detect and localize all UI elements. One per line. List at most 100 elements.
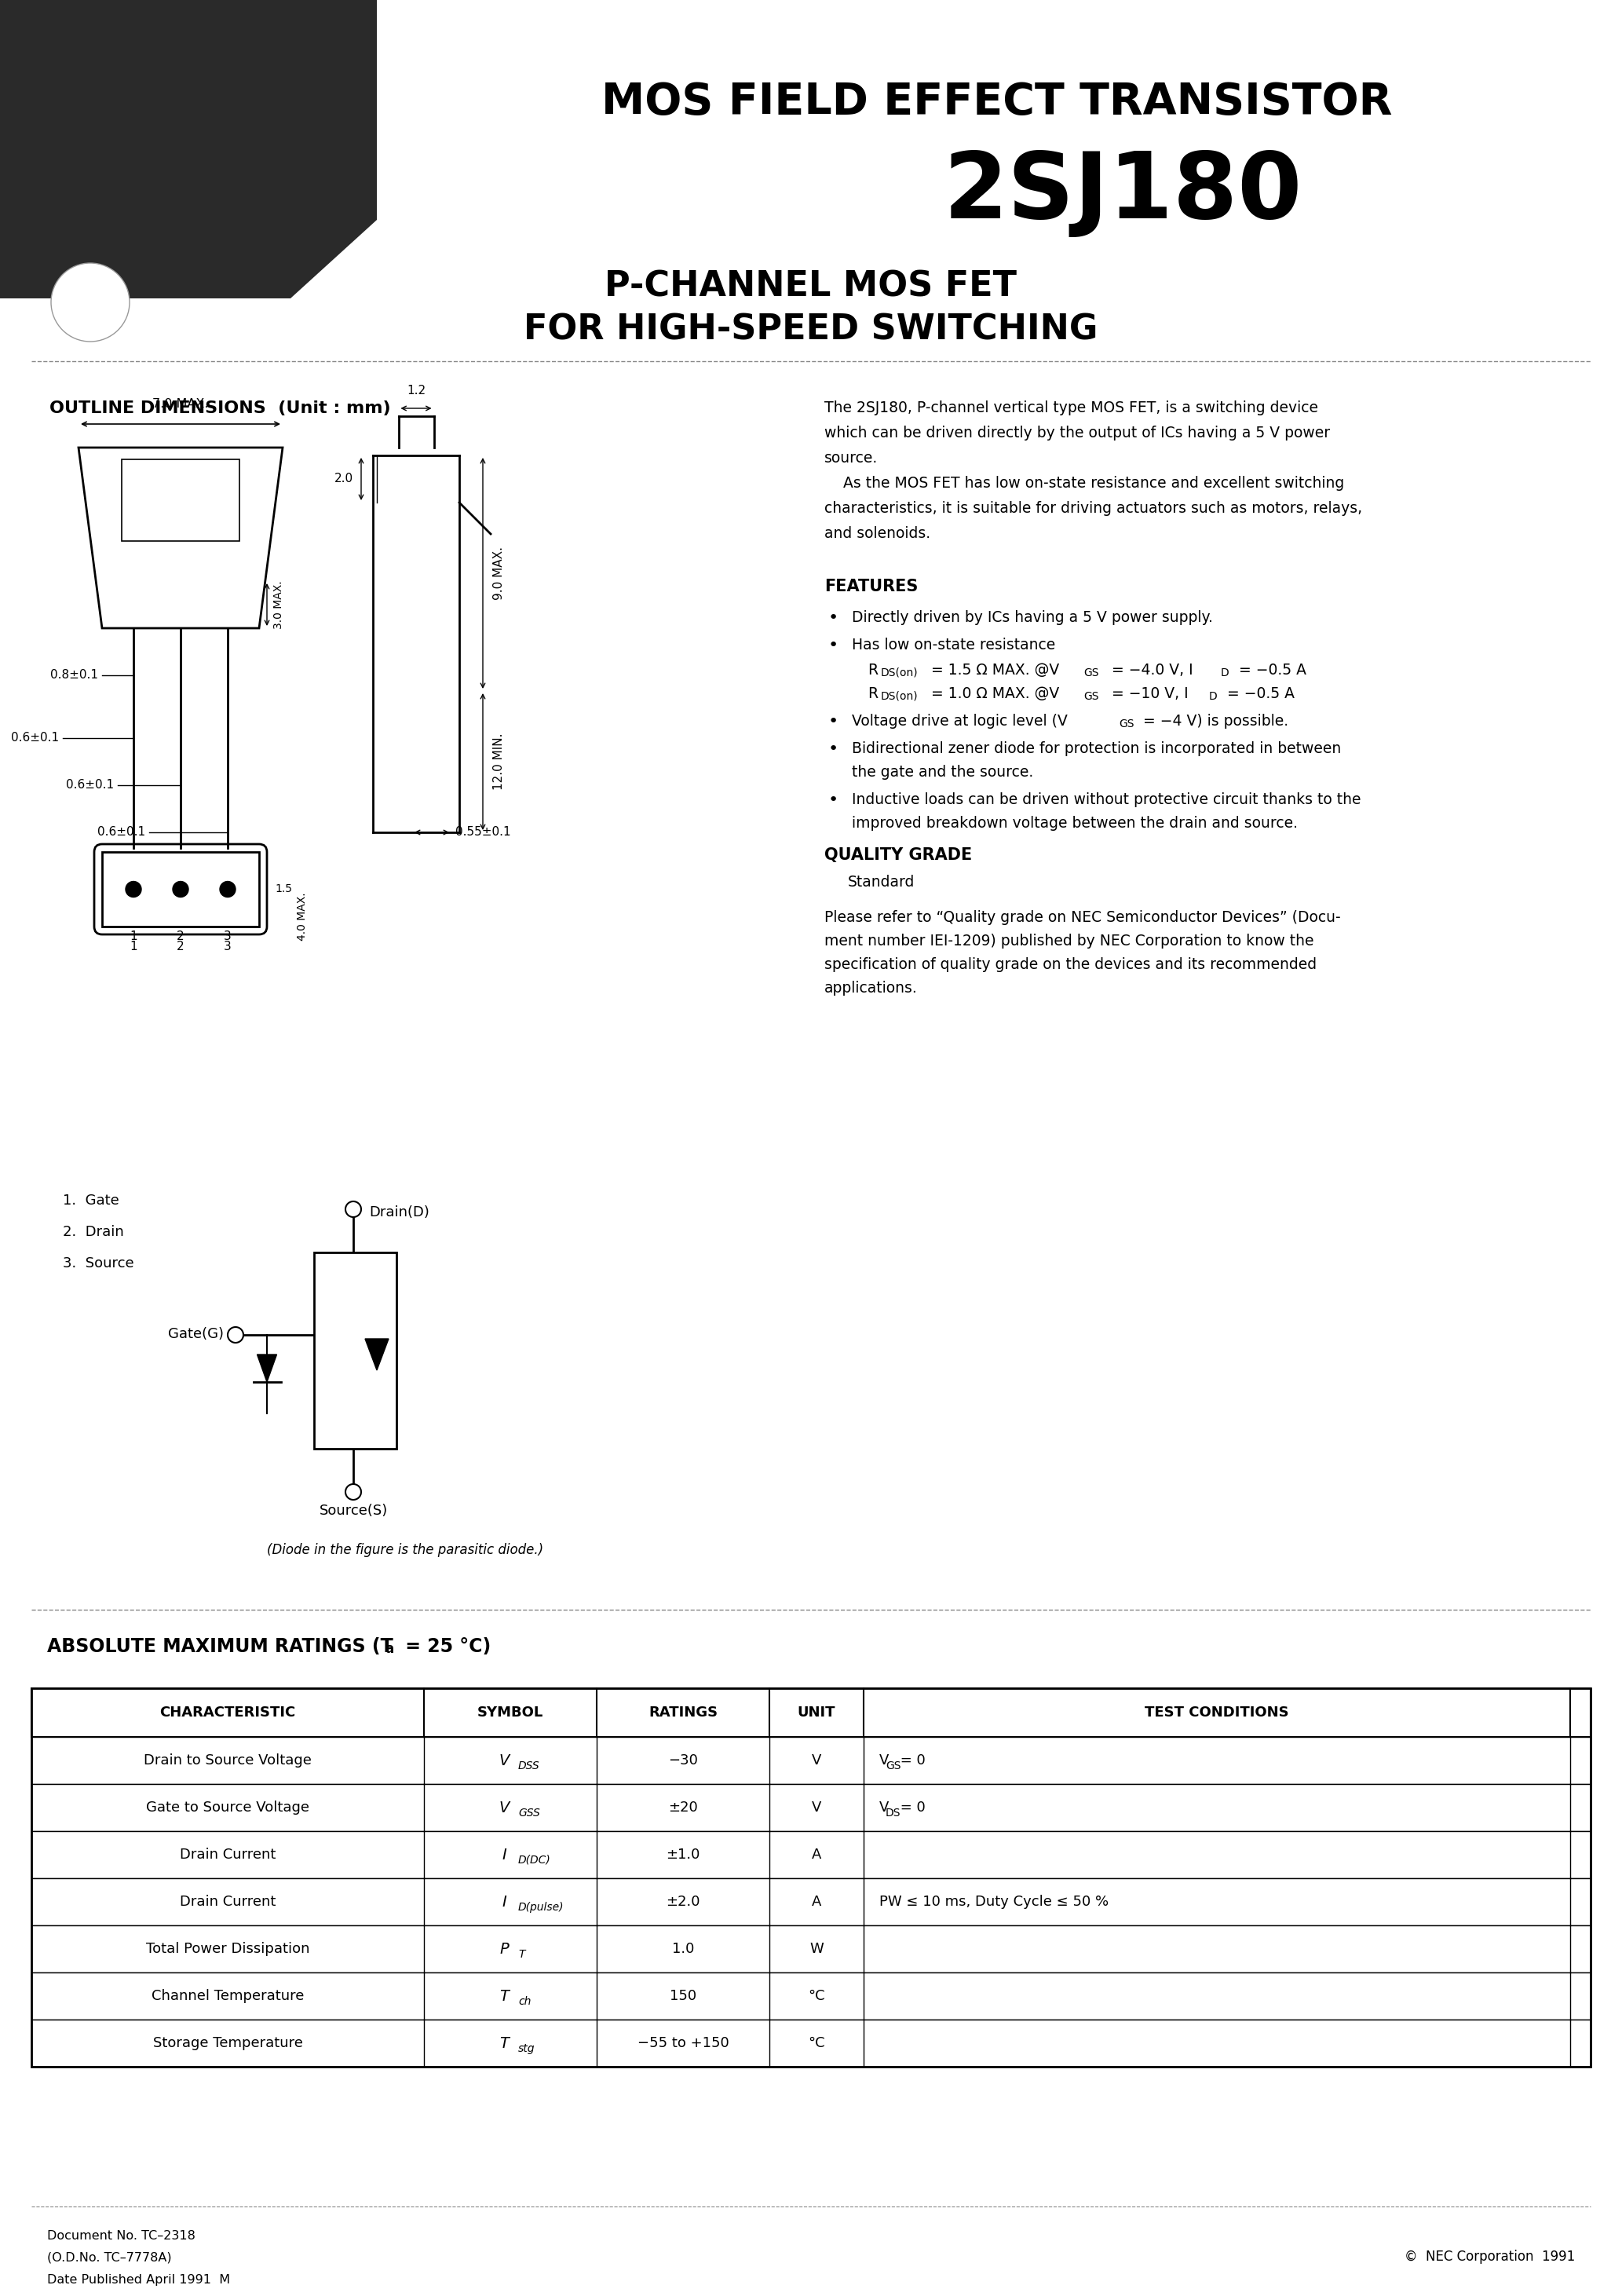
Text: DS: DS [886,1807,900,1818]
Bar [31,1688,1591,2066]
Polygon shape [78,448,282,629]
Circle shape [125,882,141,898]
Circle shape [50,264,130,342]
Text: QUALITY GRADE: QUALITY GRADE [824,847,972,863]
Polygon shape [376,83,1622,156]
Text: and solenoids.: and solenoids. [824,526,931,542]
Text: °C: °C [808,2037,826,2050]
Text: D(pulse): D(pulse) [517,1901,564,1913]
Text: (O.D.No. TC–7778A): (O.D.No. TC–7778A) [47,2252,172,2264]
Text: V: V [811,1800,821,1814]
Bar [31,1972,1591,2020]
Text: RATINGS: RATINGS [649,1706,717,1720]
Text: V: V [500,1800,509,1816]
Text: Source(S): Source(S) [320,1504,388,1518]
Text: 0.8±0.1: 0.8±0.1 [50,670,99,682]
Circle shape [345,1483,362,1499]
Text: = 25 °C): = 25 °C) [399,1637,491,1655]
Text: 1.5: 1.5 [274,884,292,895]
Text: ch: ch [517,1995,530,2007]
Text: 150: 150 [670,1988,696,2002]
Text: 0.6±0.1: 0.6±0.1 [67,778,114,792]
Text: Directly driven by ICs having a 5 V power supply.: Directly driven by ICs having a 5 V powe… [852,611,1213,625]
Text: T: T [500,1988,509,2004]
Bar [31,1736,1591,1784]
Bar [102,852,260,928]
Text: As the MOS FET has low on-state resistance and excellent switching: As the MOS FET has low on-state resistan… [824,475,1345,491]
Text: 0.6±0.1: 0.6±0.1 [97,827,146,838]
Text: •: • [829,714,839,730]
Text: Voltage drive at logic level (V: Voltage drive at logic level (V [852,714,1067,728]
Text: Drain Current: Drain Current [180,1848,276,1862]
Text: = 1.0 Ω MAX. @V: = 1.0 Ω MAX. @V [926,687,1059,700]
Text: D: D [1208,691,1218,703]
Text: DS(on): DS(on) [881,691,918,703]
Text: R: R [868,664,878,677]
Text: 4.0 MAX.: 4.0 MAX. [297,893,308,941]
Bar [31,2020,1591,2066]
Text: •: • [829,792,839,808]
Text: 1.2: 1.2 [407,386,425,397]
Text: 1.0: 1.0 [672,1942,694,1956]
Text: 0.55±0.1: 0.55±0.1 [456,827,511,838]
Text: 2: 2 [177,941,185,953]
Bar [31,1878,1591,1926]
Text: Please refer to “Quality grade on NEC Semiconductor Devices” (Docu-: Please refer to “Quality grade on NEC Se… [824,909,1341,925]
Text: 2.0: 2.0 [334,473,354,484]
Text: Drain Current: Drain Current [180,1894,276,1908]
Text: source.: source. [824,450,878,466]
Text: GSS: GSS [517,1807,540,1818]
Text: = 0: = 0 [895,1800,926,1814]
Text: •: • [829,611,839,627]
Text: 3: 3 [224,941,232,953]
Text: TEST CONDITIONS: TEST CONDITIONS [1145,1706,1289,1720]
Polygon shape [0,0,1622,298]
Text: 1: 1 [130,930,138,941]
Text: V: V [879,1754,889,1768]
Text: = 1.5 Ω MAX. @V: = 1.5 Ω MAX. @V [926,664,1059,677]
Text: V: V [879,1800,889,1814]
Bar [31,1784,1591,1832]
Text: Drain to Source Voltage: Drain to Source Voltage [144,1754,311,1768]
Text: a: a [384,1642,394,1655]
Text: which can be driven directly by the output of ICs having a 5 V power: which can be driven directly by the outp… [824,425,1330,441]
Circle shape [345,1201,362,1217]
Text: UNIT: UNIT [798,1706,835,1720]
Text: = −4 V) is possible.: = −4 V) is possible. [1139,714,1288,728]
Text: R: R [868,687,878,700]
Polygon shape [258,1355,277,1382]
Text: 0.6±0.1: 0.6±0.1 [11,732,58,744]
Text: = −0.5 A: = −0.5 A [1234,664,1306,677]
Text: W: W [809,1942,824,1956]
Text: GS: GS [1119,719,1134,730]
Text: °C: °C [808,1988,826,2002]
Text: 2SJ180: 2SJ180 [942,147,1302,236]
Text: = −0.5 A: = −0.5 A [1223,687,1294,700]
Text: Date Published April 1991  M: Date Published April 1991 M [47,2273,230,2287]
Text: D: D [1221,668,1229,677]
Text: 1: 1 [130,941,138,953]
Text: ©  NEC Corporation  1991: © NEC Corporation 1991 [1405,2250,1575,2264]
Text: = 0: = 0 [895,1754,926,1768]
Text: I: I [501,1848,506,1862]
Text: improved breakdown voltage between the drain and source.: improved breakdown voltage between the d… [852,815,1298,831]
Text: MOS FIELD EFFECT TRANSISTOR: MOS FIELD EFFECT TRANSISTOR [602,80,1393,124]
Text: specification of quality grade on the devices and its recommended: specification of quality grade on the de… [824,957,1317,971]
Text: T: T [500,2037,509,2050]
Bar [315,1251,396,1449]
Text: ±2.0: ±2.0 [667,1894,701,1908]
Text: = −10 V, I: = −10 V, I [1106,687,1189,700]
Text: GS: GS [1083,668,1098,677]
Text: 2.  Drain: 2. Drain [63,1226,123,1240]
Circle shape [227,1327,243,1343]
Polygon shape [365,1339,389,1371]
Text: SYMBOL: SYMBOL [477,1706,543,1720]
Text: D(DC): D(DC) [517,1855,551,1867]
Text: 1.  Gate: 1. Gate [63,1194,118,1208]
Text: •: • [829,742,839,758]
Text: The 2SJ180, P-channel vertical type MOS FET, is a switching device: The 2SJ180, P-channel vertical type MOS … [824,400,1319,416]
Text: 9.0 MAX.: 9.0 MAX. [493,546,504,599]
Text: Standard: Standard [848,875,915,889]
Circle shape [221,882,235,898]
Text: DS(on): DS(on) [881,668,918,677]
